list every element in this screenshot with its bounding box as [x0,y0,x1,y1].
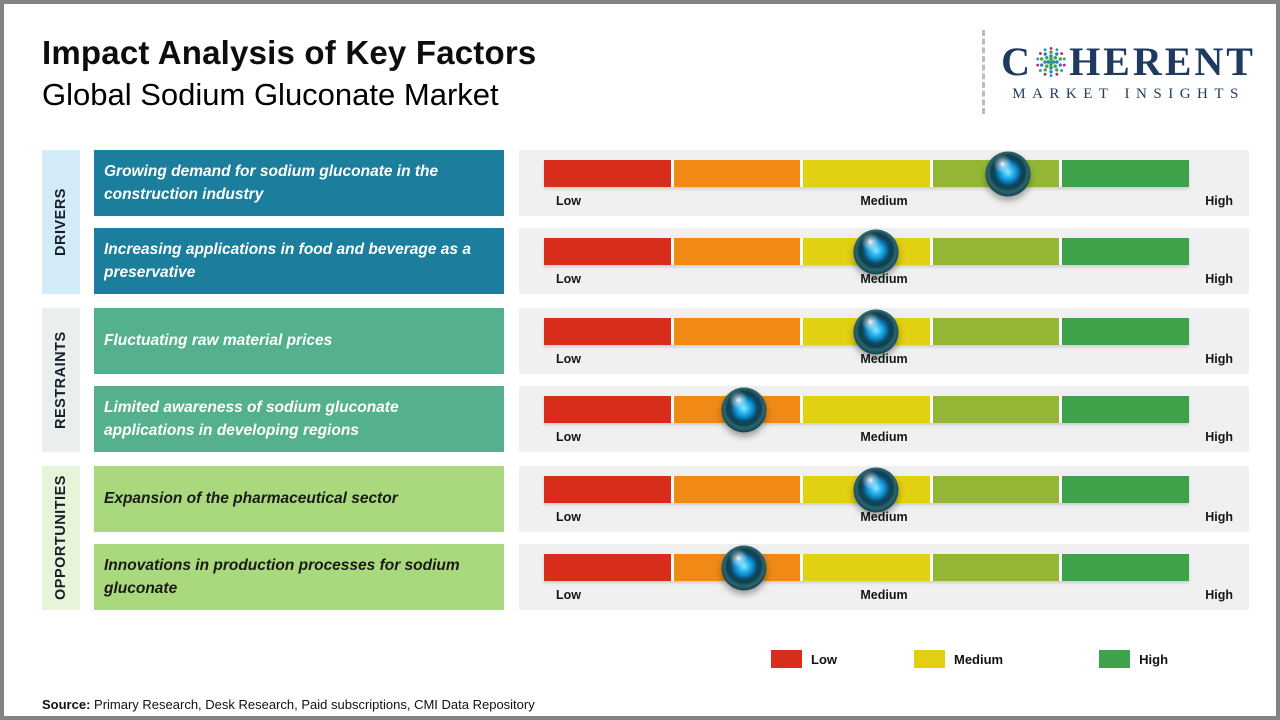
factor-text-box: Limited awareness of sodium gluconate ap… [94,386,504,452]
impact-slider-knob [985,151,1031,196]
scale-segment-low-med [673,160,801,187]
impact-slider-knob [853,309,899,354]
source-note: Source: Primary Research, Desk Research,… [42,697,535,712]
scale-segment-high [1062,160,1189,187]
source-label: Source: [42,697,91,712]
impact-slider-knob [721,545,767,590]
scale-segment-high [1062,554,1189,581]
logo-divider [982,30,986,114]
factor-row: Increasing applications in food and beve… [94,228,1249,294]
page-subtitle: Global Sodium Gluconate Market [42,77,499,112]
factor-row: Expansion of the pharmaceutical sector L… [94,466,1249,532]
factor-row: Limited awareness of sodium gluconate ap… [94,386,1249,452]
impact-gradient-bar [544,229,1189,274]
page-title: Impact Analysis of Key Factors [42,34,537,71]
scale-label-low: Low [556,510,581,524]
impact-gradient-bar [544,151,1189,196]
impact-scale-panel: Low Medium High [519,466,1249,532]
scale-label-high: High [1205,588,1233,602]
brand-wordmark: C HERENT [1001,38,1256,84]
factor-text-box: Fluctuating raw material prices [94,308,504,374]
scale-label-high: High [1205,510,1233,524]
legend-swatch-low [771,650,802,668]
category-label-opportunities: OPPORTUNITIES [42,466,80,610]
factor-text-box: Innovations in production processes for … [94,544,504,610]
legend-swatch-high [1099,650,1131,668]
scale-segment-low [544,160,671,187]
scale-segment-medium [803,160,930,187]
header-titles: Impact Analysis of Key Factors Global So… [42,34,536,113]
scale-segment-low-med [673,238,801,265]
scale-label-medium: Medium [860,194,908,208]
factor-row: Innovations in production processes for … [94,544,1249,610]
impact-matrix: DRIVERS Growing demand for sodium glucon… [42,150,1249,624]
impact-slider-knob [853,467,899,512]
legend-item-low: Low [771,650,837,668]
scale-segment-medium [803,396,930,423]
scale-segment-high [1062,238,1189,265]
factor-text-box: Growing demand for sodium gluconate in t… [94,150,504,216]
scale-label-medium: Medium [860,588,908,602]
scale-segment-high [1062,476,1189,503]
impact-gradient-bar [544,467,1189,512]
impact-slider-knob [853,229,899,274]
impact-slider-knob [721,387,767,432]
impact-gradient-bar [544,309,1189,354]
impact-scale-panel: Low Medium High [519,228,1249,294]
impact-scale-panel: Low Medium High [519,308,1249,374]
scale-segment-med-high [932,318,1060,345]
brand-logo: C HERENT MARKET INSIGHTS [982,30,1256,114]
impact-gradient-bar [544,387,1189,432]
scale-label-medium: Medium [860,510,908,524]
factor-text-box: Increasing applications in food and beve… [94,228,504,294]
scale-label-low: Low [556,352,581,366]
scale-segment-low [544,318,671,345]
group-opportunities: OPPORTUNITIES Expansion of the pharmaceu… [42,466,1249,610]
legend-swatch-medium [914,650,945,668]
impact-scale-panel: Low Medium High [519,544,1249,610]
scale-segment-high [1062,318,1189,345]
scale-segment-low [544,476,671,503]
scale-label-medium: Medium [860,272,908,286]
factor-row: Growing demand for sodium gluconate in t… [94,150,1249,216]
group-restraints: RESTRAINTS Fluctuating raw material pric… [42,308,1249,452]
scale-label-low: Low [556,588,581,602]
scale-label-high: High [1205,272,1233,286]
legend: Low Medium High [771,650,1168,668]
scale-label-low: Low [556,430,581,444]
scale-label-medium: Medium [860,430,908,444]
legend-item-medium: Medium [914,650,1003,668]
impact-scale-panel: Low Medium High [519,150,1249,216]
scale-label-low: Low [556,194,581,208]
scale-label-high: High [1205,194,1233,208]
impact-scale-panel: Low Medium High [519,386,1249,452]
scale-segment-med-high [932,238,1060,265]
scale-segment-low-med [673,476,801,503]
legend-item-high: High [1099,650,1168,668]
scale-segment-low [544,554,671,581]
group-drivers: DRIVERS Growing demand for sodium glucon… [42,150,1249,294]
scale-label-medium: Medium [860,352,908,366]
scale-segment-low-med [673,318,801,345]
scale-segment-low [544,396,671,423]
scale-label-high: High [1205,430,1233,444]
factor-row: Fluctuating raw material prices Low Medi… [94,308,1249,374]
scale-segment-low [544,238,671,265]
brand-tagline: MARKET INSIGHTS [1012,85,1245,102]
scale-segment-med-high [932,476,1060,503]
category-label-drivers: DRIVERS [42,150,80,294]
scale-segment-medium [803,554,930,581]
scale-segment-med-high [932,554,1060,581]
globe-dots-icon [1036,46,1066,77]
scale-label-high: High [1205,352,1233,366]
source-text: Primary Research, Desk Research, Paid su… [90,697,535,712]
scale-segment-high [1062,396,1189,423]
category-label-restraints: RESTRAINTS [42,308,80,452]
impact-gradient-bar [544,545,1189,590]
scale-segment-med-high [932,396,1060,423]
scale-label-low: Low [556,272,581,286]
factor-text-box: Expansion of the pharmaceutical sector [94,466,504,532]
